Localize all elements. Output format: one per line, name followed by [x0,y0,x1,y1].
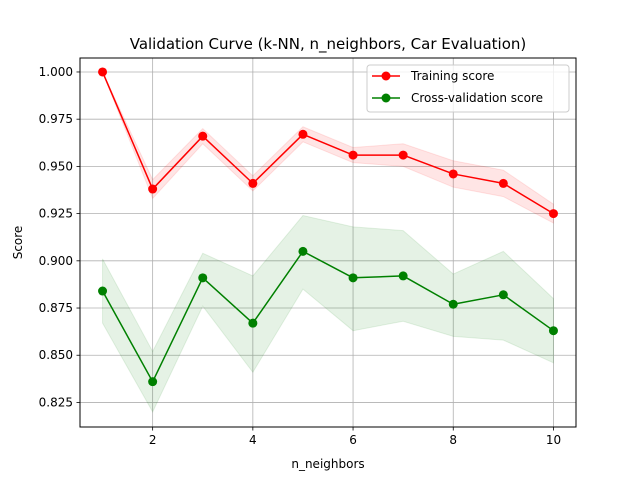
training-point [248,178,258,188]
y-axis-label: Score [11,226,25,260]
cv-point [148,377,158,387]
cv-point [498,290,508,300]
y-tick-label: 0.825 [39,395,73,409]
training-point [548,209,558,219]
cv-point [98,286,108,296]
legend-box [366,64,570,113]
cv-point [398,271,408,281]
cv-point [248,318,258,328]
legend-marker-cv [381,93,391,103]
cv-point [348,273,358,283]
x-tick-label: 4 [249,433,257,447]
chart-title: Validation Curve (k-NN, n_neighbors, Car… [130,35,527,54]
legend-label-training: Training score [410,69,494,83]
y-tick-label: 0.925 [39,207,73,221]
y-tick-label: 0.975 [39,112,73,126]
y-tick-label: 1.000 [39,65,73,79]
training-point [448,169,458,179]
grid [80,58,576,427]
legend-label-cv: Cross-validation score [411,91,543,105]
legend: Training score Cross-validation score [366,64,570,113]
cv-point [548,326,558,336]
x-axis-label: n_neighbors [291,457,364,471]
y-tick-label: 0.900 [39,254,73,268]
cv-point [448,299,458,309]
plot-frame [79,57,577,428]
x-tick-label: 2 [149,433,157,447]
y-tick-label: 0.950 [39,159,73,173]
training-point [298,129,308,139]
x-tick-label: 8 [449,433,457,447]
series-lines [98,67,558,387]
training-point [398,150,408,160]
training-point [498,178,508,188]
x-tick-label: 6 [349,433,357,447]
training-point [348,150,358,160]
axis-ticks: 2 4 6 8 10 0.825 0.850 0.875 0.900 0.925 0.950 0.97… [39,65,561,447]
legend-marker-training [381,71,391,81]
x-tick-label: 10 [546,433,561,447]
cv-line [101,250,554,383]
y-tick-label: 0.875 [39,301,73,315]
training-line [101,71,554,215]
training-point [98,67,108,77]
training-point [148,184,158,194]
cv-band [102,214,554,413]
y-tick-label: 0.850 [39,348,73,362]
training-point [198,131,208,141]
cv-point [198,273,208,283]
cv-point [298,246,308,256]
